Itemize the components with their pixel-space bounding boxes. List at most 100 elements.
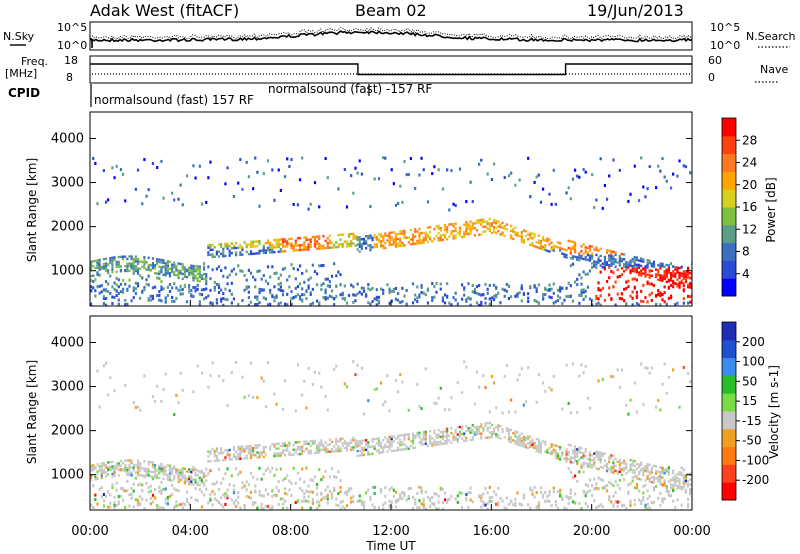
range-gate-cell xyxy=(341,437,344,440)
range-gate-cell xyxy=(324,441,327,444)
range-gate-cell xyxy=(531,445,534,449)
range-gate-cell xyxy=(166,473,169,477)
range-gate-cell xyxy=(188,273,191,277)
lower-band-cell xyxy=(655,274,658,278)
near-range-cell xyxy=(330,289,334,293)
lower-band-cell xyxy=(689,276,692,280)
near-range-cell xyxy=(320,491,323,495)
range-gate-cell xyxy=(100,467,103,470)
range-gate-cell xyxy=(102,462,105,465)
range-gate-cell xyxy=(620,461,624,464)
near-range-cell xyxy=(478,303,481,306)
range-gate-cell xyxy=(605,251,609,254)
near-range-cell xyxy=(593,499,596,503)
range-gate-cell xyxy=(475,430,479,434)
scatter-cell xyxy=(179,183,182,187)
near-range-cell xyxy=(426,495,430,499)
range-gate-cell xyxy=(121,461,125,465)
range-gate-cell xyxy=(488,436,491,439)
range-gate-cell xyxy=(603,265,607,268)
near-range-cell xyxy=(659,291,662,295)
range-gate-cell xyxy=(318,237,321,241)
range-gate-cell xyxy=(311,442,314,445)
range-gate-cell xyxy=(262,249,265,252)
colorbar-tick-label: 28 xyxy=(742,133,757,147)
range-gate-cell xyxy=(629,458,632,462)
lower-band-cell xyxy=(166,477,169,481)
range-gate-cell xyxy=(234,253,238,257)
near-range-cell xyxy=(335,284,338,288)
range-gate-cell xyxy=(418,441,421,444)
range-gate-cell xyxy=(667,480,670,483)
range-gate-cell xyxy=(367,450,370,454)
near-range-cell xyxy=(533,299,536,303)
near-range-cell xyxy=(414,498,417,502)
range-gate-cell xyxy=(672,471,675,475)
range-gate-cell xyxy=(433,441,436,444)
range-gate-cell xyxy=(328,234,331,237)
range-gate-cell xyxy=(277,442,280,445)
range-gate-cell xyxy=(627,266,630,269)
range-gate-cell xyxy=(298,440,302,444)
scatter-cell xyxy=(537,173,540,177)
range-gate-cell xyxy=(181,265,184,268)
near-range-cell xyxy=(686,497,690,501)
range-gate-cell xyxy=(128,468,131,472)
range-gate-cell xyxy=(484,422,487,425)
range-gate-cell xyxy=(471,424,474,427)
range-gate-cell xyxy=(313,242,317,246)
range-gate-cell xyxy=(623,253,626,256)
lower-band-cell xyxy=(616,483,619,487)
near-range-cell xyxy=(222,292,225,296)
lower-band-cell xyxy=(200,479,204,483)
near-range-cell xyxy=(220,496,223,500)
near-range-cell xyxy=(102,504,105,508)
scatter-cell xyxy=(514,183,517,187)
range-gate-cell xyxy=(128,459,131,462)
range-gate-cell xyxy=(663,481,666,485)
near-range-cell xyxy=(544,293,547,297)
scatter-cell xyxy=(450,396,453,400)
lower-band-cell xyxy=(595,482,598,486)
range-gate-cell xyxy=(324,448,327,451)
range-gate-cell xyxy=(347,235,351,238)
near-range-cell xyxy=(360,500,363,504)
near-range-cell xyxy=(629,504,632,508)
range-gate-cell xyxy=(465,436,468,440)
range-gate-cell xyxy=(627,261,630,264)
scatter-cell xyxy=(420,407,423,411)
colorbar-segment xyxy=(722,411,736,430)
range-gate-cell xyxy=(488,421,491,425)
range-gate-cell xyxy=(463,432,466,435)
near-range-cell xyxy=(179,284,182,288)
range-gate-cell xyxy=(648,274,651,277)
range-gate-cell xyxy=(153,473,157,477)
range-gate-cell xyxy=(539,441,543,445)
near-range-cell xyxy=(569,295,572,299)
near-range-cell xyxy=(416,285,419,289)
lower-band-cell xyxy=(667,279,670,283)
range-gate-cell xyxy=(147,460,150,464)
near-range-cell xyxy=(337,504,340,508)
near-range-cell xyxy=(497,501,500,505)
range-gate-cell xyxy=(397,244,400,248)
near-range-cell xyxy=(454,497,457,501)
range-gate-cell xyxy=(478,432,481,436)
lower-band-cell xyxy=(94,466,97,470)
range-gate-cell xyxy=(616,268,619,271)
range-gate-cell xyxy=(347,444,351,447)
range-gate-cell xyxy=(441,233,444,237)
lower-band-cell xyxy=(185,269,189,273)
range-gate-cell xyxy=(145,268,148,271)
range-gate-cell xyxy=(313,245,317,248)
range-gate-cell xyxy=(529,231,532,234)
lower-band-cell xyxy=(109,274,112,278)
near-range-cell xyxy=(226,298,229,302)
range-gate-cell xyxy=(237,455,240,458)
range-gate-cell xyxy=(228,244,231,248)
range-gate-cell xyxy=(107,269,110,272)
range-gate-cell xyxy=(584,462,587,465)
range-gate-cell xyxy=(429,439,432,443)
near-range-cell xyxy=(298,295,302,299)
range-gate-cell xyxy=(678,480,681,483)
